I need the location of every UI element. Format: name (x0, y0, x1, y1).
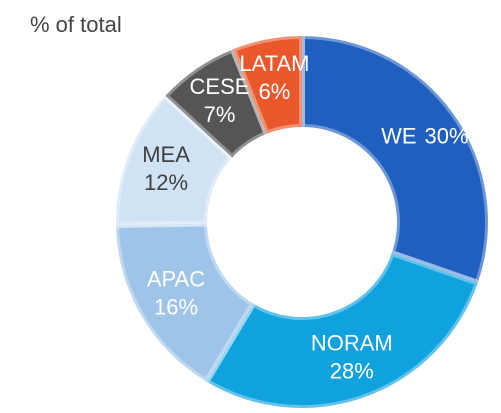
donut-segment (113, 92, 236, 228)
value-label: 28% (330, 359, 374, 384)
segment-label: NORAM (311, 331, 393, 356)
donut-segment (113, 220, 257, 385)
value-label: 16% (154, 295, 198, 320)
value-label: 6% (259, 79, 291, 104)
segment-label: APAC (147, 267, 205, 292)
segment-label: WE (381, 123, 416, 148)
segment-label: LATAM (239, 51, 309, 76)
value-label: 30% (425, 123, 469, 148)
donut-segment (299, 33, 491, 286)
value-label: 12% (144, 170, 188, 195)
segment-label: MEA (142, 142, 190, 167)
chart-title: % of total (30, 12, 122, 37)
donut-segment (229, 33, 305, 137)
segment-label: CESE (190, 74, 250, 99)
value-label: 7% (204, 102, 236, 127)
donut-segment (203, 250, 481, 411)
